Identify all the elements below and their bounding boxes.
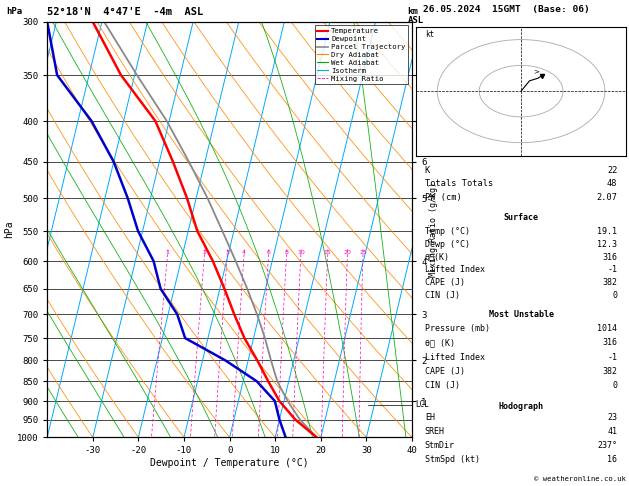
Text: 6: 6 — [267, 249, 270, 255]
Text: 382: 382 — [603, 367, 618, 376]
Text: 19.1: 19.1 — [598, 227, 618, 237]
X-axis label: Dewpoint / Temperature (°C): Dewpoint / Temperature (°C) — [150, 458, 309, 468]
Text: 2.07: 2.07 — [596, 193, 618, 202]
Text: 22: 22 — [607, 166, 618, 174]
Text: 12.3: 12.3 — [598, 240, 618, 249]
Text: 316: 316 — [603, 253, 618, 262]
Text: 48: 48 — [607, 179, 618, 189]
Text: K: K — [425, 166, 430, 174]
Text: CAPE (J): CAPE (J) — [425, 278, 465, 287]
Text: 8: 8 — [284, 249, 289, 255]
Text: -1: -1 — [608, 265, 618, 275]
Text: EH: EH — [425, 413, 435, 422]
Text: Totals Totals: Totals Totals — [425, 179, 493, 189]
Text: 0: 0 — [613, 291, 618, 300]
Text: 52°18'N  4°47'E  -4m  ASL: 52°18'N 4°47'E -4m ASL — [47, 7, 203, 17]
Text: Hodograph: Hodograph — [499, 402, 543, 411]
Text: -1: -1 — [608, 353, 618, 362]
Text: ASL: ASL — [408, 16, 424, 25]
Text: CIN (J): CIN (J) — [425, 382, 460, 390]
Text: hPa: hPa — [6, 7, 23, 17]
Text: Most Unstable: Most Unstable — [489, 311, 554, 319]
Text: θᴄ (K): θᴄ (K) — [425, 338, 455, 347]
Text: Temp (°C): Temp (°C) — [425, 227, 470, 237]
Text: 4: 4 — [242, 249, 246, 255]
Text: 16: 16 — [608, 455, 618, 464]
Text: © weatheronline.co.uk: © weatheronline.co.uk — [534, 476, 626, 482]
Text: Lifted Index: Lifted Index — [425, 353, 485, 362]
Y-axis label: hPa: hPa — [4, 221, 14, 239]
Text: 25: 25 — [359, 249, 367, 255]
Text: StmSpd (kt): StmSpd (kt) — [425, 455, 480, 464]
Text: 0: 0 — [613, 382, 618, 390]
Text: 41: 41 — [608, 427, 618, 436]
Text: 26.05.2024  15GMT  (Base: 06): 26.05.2024 15GMT (Base: 06) — [423, 5, 589, 14]
Text: 15: 15 — [324, 249, 331, 255]
Text: 1: 1 — [165, 249, 170, 255]
Text: SREH: SREH — [425, 427, 445, 436]
Text: PW (cm): PW (cm) — [425, 193, 462, 202]
Y-axis label: Mixing Ratio (g/kg): Mixing Ratio (g/kg) — [429, 182, 438, 277]
Text: Dewp (°C): Dewp (°C) — [425, 240, 470, 249]
Text: km: km — [408, 7, 418, 17]
Text: 2: 2 — [203, 249, 206, 255]
Text: StmDir: StmDir — [425, 441, 455, 450]
Text: Surface: Surface — [504, 213, 538, 222]
Text: LCL: LCL — [416, 400, 430, 409]
Text: θᴄ(K): θᴄ(K) — [425, 253, 450, 262]
Text: Lifted Index: Lifted Index — [425, 265, 485, 275]
Text: 3: 3 — [225, 249, 230, 255]
Text: CAPE (J): CAPE (J) — [425, 367, 465, 376]
Text: 237°: 237° — [598, 441, 618, 450]
Text: 23: 23 — [608, 413, 618, 422]
Text: 382: 382 — [603, 278, 618, 287]
Text: Pressure (mb): Pressure (mb) — [425, 324, 490, 333]
Text: CIN (J): CIN (J) — [425, 291, 460, 300]
Text: 316: 316 — [603, 338, 618, 347]
Legend: Temperature, Dewpoint, Parcel Trajectory, Dry Adiabat, Wet Adiabat, Isotherm, Mi: Temperature, Dewpoint, Parcel Trajectory… — [314, 25, 408, 85]
Text: kt: kt — [425, 30, 434, 39]
Text: 10: 10 — [297, 249, 304, 255]
Text: >: > — [533, 68, 540, 74]
Text: 20: 20 — [343, 249, 352, 255]
Text: 1014: 1014 — [598, 324, 618, 333]
